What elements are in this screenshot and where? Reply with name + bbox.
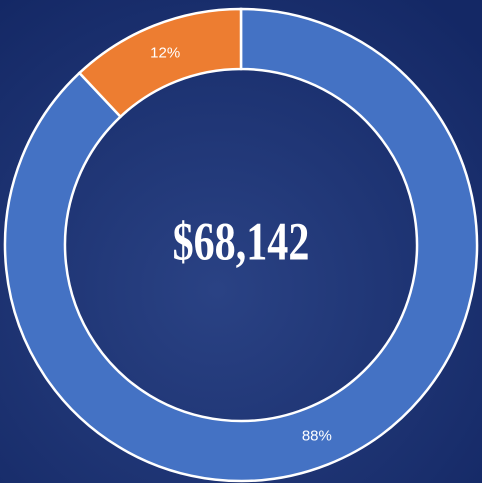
donut [3, 7, 479, 483]
donut-slice [3, 7, 479, 483]
donut-slice [77, 7, 243, 119]
slice-label: 88% [302, 428, 332, 445]
center-label: $68,142 [173, 213, 310, 272]
slice-label: 12% [150, 44, 180, 61]
